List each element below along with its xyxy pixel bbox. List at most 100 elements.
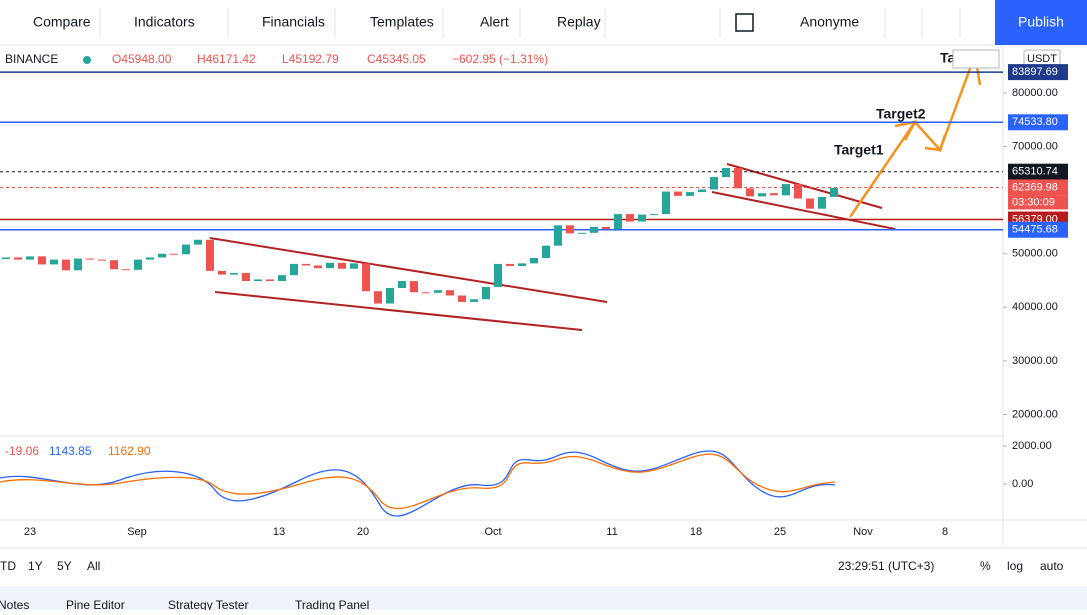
candle bbox=[446, 290, 454, 296]
candle bbox=[218, 270, 226, 275]
candle bbox=[62, 259, 70, 271]
currency[interactable]: USDT bbox=[1027, 53, 1057, 65]
layout-name[interactable]: Anonyme bbox=[800, 14, 859, 30]
tab[interactable]: Trading Panel bbox=[295, 598, 369, 612]
annotation: Target2 bbox=[876, 106, 926, 122]
signal-line bbox=[0, 453, 836, 510]
candle bbox=[698, 189, 706, 193]
candle bbox=[158, 253, 166, 258]
candle bbox=[74, 258, 82, 271]
candle bbox=[602, 226, 610, 230]
candle bbox=[530, 258, 538, 264]
tab[interactable]: Strategy Tester bbox=[168, 598, 248, 612]
candle bbox=[170, 253, 178, 255]
candle bbox=[590, 226, 598, 233]
x-tick-label: 13 bbox=[273, 526, 285, 538]
candle bbox=[338, 262, 346, 269]
candle bbox=[746, 188, 754, 197]
y-tick-label: 0.00 bbox=[1012, 478, 1033, 490]
clock: 23:29:51 (UTC+3) bbox=[838, 559, 934, 573]
candle bbox=[674, 191, 682, 196]
y-tick-label: 70000.00 bbox=[1012, 140, 1058, 152]
y-tick-label: 80000.00 bbox=[1012, 87, 1058, 99]
toolbar-button[interactable]: Financials bbox=[262, 14, 325, 30]
y-tick-label: 50000.00 bbox=[1012, 248, 1058, 260]
x-tick-label: Nov bbox=[853, 526, 873, 538]
candle bbox=[470, 299, 478, 302]
y-tick-label: 30000.00 bbox=[1012, 355, 1058, 367]
publish-button[interactable] bbox=[995, 0, 1087, 45]
tab[interactable]: Pine Editor bbox=[66, 598, 125, 612]
price-tag bbox=[1008, 221, 1068, 238]
pane-controls[interactable] bbox=[952, 49, 1000, 69]
macd-line bbox=[0, 450, 836, 517]
candle bbox=[578, 232, 586, 234]
candle bbox=[626, 214, 634, 222]
candle bbox=[770, 193, 778, 196]
candle bbox=[398, 281, 406, 288]
price-tag bbox=[1008, 163, 1068, 180]
range-button[interactable]: 1Y bbox=[28, 559, 43, 573]
candle bbox=[494, 263, 502, 287]
candle bbox=[518, 263, 526, 267]
ohlc-change: −602.95 (−1.31%) bbox=[452, 52, 548, 66]
candle bbox=[794, 184, 802, 199]
candle bbox=[422, 292, 430, 294]
square-icon[interactable] bbox=[735, 13, 754, 32]
ohlc-open: O45948.00 bbox=[112, 52, 172, 66]
x-tick-label: Sep bbox=[127, 526, 147, 538]
macd-value: 1162.90 bbox=[108, 444, 151, 458]
candle bbox=[230, 273, 238, 275]
publish-label[interactable]: Publish bbox=[1018, 14, 1064, 30]
candle bbox=[410, 281, 418, 293]
tab[interactable]: Notes bbox=[0, 598, 29, 612]
candle bbox=[554, 225, 562, 246]
ohlc-close: C45345.05 bbox=[367, 52, 426, 66]
candle bbox=[266, 279, 274, 282]
candle bbox=[2, 257, 10, 260]
y-tick-label: 20000.00 bbox=[1012, 408, 1058, 420]
option-button[interactable]: % bbox=[980, 559, 991, 573]
ohlc-low: L45192.79 bbox=[282, 52, 339, 66]
option-button[interactable]: log bbox=[1007, 559, 1023, 573]
macd-value: 1143.85 bbox=[49, 444, 92, 458]
range-button[interactable]: TD bbox=[0, 559, 16, 573]
x-tick-label: 8 bbox=[942, 526, 948, 538]
candle bbox=[386, 288, 394, 304]
candle bbox=[686, 192, 694, 196]
candle bbox=[38, 256, 46, 265]
toolbar-button[interactable]: Alert bbox=[480, 14, 509, 30]
toolbar-button[interactable]: Indicators bbox=[134, 14, 195, 30]
candle bbox=[110, 260, 118, 270]
candle bbox=[314, 265, 322, 269]
candle bbox=[278, 275, 286, 282]
candle bbox=[146, 257, 154, 260]
toolbar-button[interactable]: Replay bbox=[557, 14, 601, 30]
candle bbox=[434, 290, 442, 293]
candle bbox=[758, 193, 766, 197]
price-tag bbox=[1008, 64, 1068, 81]
x-tick-label: 18 bbox=[690, 526, 702, 538]
macd-value: -19.06 bbox=[5, 444, 39, 458]
candle bbox=[482, 286, 490, 300]
option-button[interactable]: auto bbox=[1040, 559, 1064, 573]
candle bbox=[122, 269, 130, 271]
symbol: BINANCE bbox=[5, 52, 58, 66]
candle bbox=[182, 244, 190, 255]
x-tick-label: 20 bbox=[357, 526, 369, 538]
candle bbox=[542, 245, 550, 258]
candle bbox=[458, 295, 466, 302]
range-button[interactable]: All bbox=[87, 559, 100, 573]
toolbar-button[interactable]: Templates bbox=[370, 14, 434, 30]
range-button[interactable]: 5Y bbox=[57, 559, 72, 573]
countdown: 03:30:09 bbox=[1012, 196, 1055, 208]
toolbar-button[interactable]: Compare bbox=[33, 14, 91, 30]
candle bbox=[566, 225, 574, 234]
candle bbox=[650, 214, 658, 216]
price-tag bbox=[1008, 179, 1068, 196]
tab-bar bbox=[0, 586, 1087, 610]
candle bbox=[50, 259, 58, 265]
price-tag-label: 62369.98 bbox=[1012, 181, 1058, 193]
